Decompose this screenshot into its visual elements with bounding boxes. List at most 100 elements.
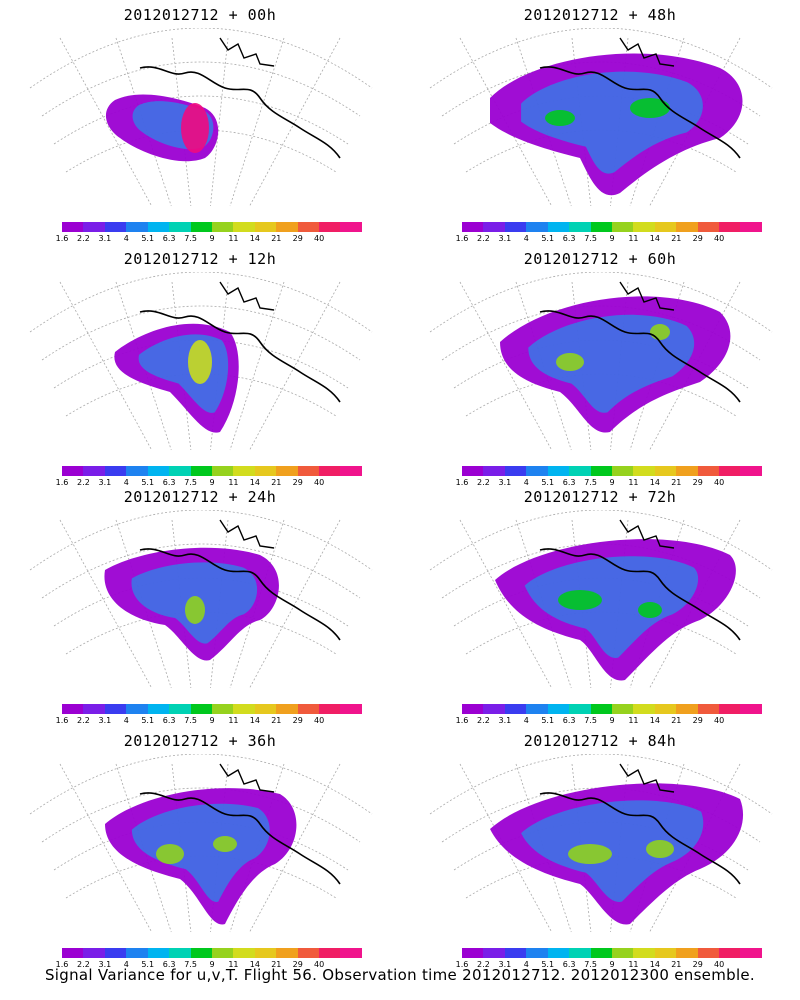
colorbar-segment [462,948,484,958]
colorbar [62,466,362,476]
graticule-arc [41,305,361,361]
panel-84h: 2012012712 + 84h 1.6 2.2 3.1 4 5.1 6.3 7.5 9 11 1… [400,726,800,970]
colorbar-tick-label: 6.3 [562,234,576,243]
graticule-arc [429,272,773,333]
colorbar-tick-label: 9 [209,716,215,725]
colorbar-segment [169,948,191,958]
colorbar-ticks: 1.6 2.2 3.1 4 5.1 6.3 7.5 9 11 14 21 29 40 [456,478,767,488]
colorbar-tick-label: 7.5 [184,234,197,243]
colorbar-tick-label: 1.6 [55,960,69,969]
variance-maximum [646,840,674,858]
colorbar-tick-label: 11 [228,478,239,487]
map-plot [429,28,773,207]
colorbar-tick-label: 3.1 [98,234,112,243]
coastline [139,310,341,403]
colorbar-segment [233,704,255,714]
colorbar-tick-label: 40 [714,716,725,725]
colorbar-tick-label: 21 [671,716,682,725]
colorbar-segment [233,948,255,958]
colorbar-tick-label: 7.5 [584,478,597,487]
variance-maximum [650,324,670,340]
variance-field-inner [524,556,699,658]
colorbar-segment [504,948,527,958]
colorbar-segment [254,948,277,958]
colorbar-tick-label: 1.6 [55,478,69,487]
colorbar-tick-label: 6.3 [562,960,576,969]
arctic-islands [619,37,675,67]
colorbar-tick-label: 3.1 [98,960,112,969]
colorbar-tick-label: 40 [714,960,725,969]
colorbar-segment [654,704,677,714]
colorbar-segment [340,222,362,232]
arctic-islands [219,37,275,67]
arctic-islands [219,281,275,311]
variance-maximum [185,596,205,624]
colorbar-segment [211,222,234,232]
graticule-meridian [249,281,341,451]
colorbar-segment [62,948,84,958]
colorbar-tick-label: 4 [123,478,129,487]
colorbar-tick-label: 2.2 [77,716,90,725]
colorbar-segment [719,222,741,232]
colorbar-segment [569,704,591,714]
colorbar-segment [276,704,298,714]
coastline [139,548,341,641]
graticule-arc [429,754,773,815]
colorbar-segment [633,948,655,958]
colorbar-segment [462,466,484,476]
colorbar-segment [547,222,570,232]
arctic-islands [619,281,675,311]
colorbar-segment [147,704,170,714]
colorbar-segment [462,704,484,714]
coastline [539,310,741,403]
colorbar-tick-label: 40 [714,478,725,487]
colorbar-segment [676,466,698,476]
colorbar-tick-label: 9 [209,478,215,487]
arctic-islands [219,519,275,549]
graticule-arc [41,61,361,117]
variance-field-inner [521,800,704,902]
colorbar-tick-label: 3.1 [498,960,512,969]
colorbar-segment [190,704,212,714]
colorbar-tick-label: 5.1 [141,478,155,487]
colorbar-segment [104,466,127,476]
colorbar-segment [104,222,127,232]
variance-field-inner [528,314,695,413]
colorbar-tick-label: 7.5 [584,716,597,725]
colorbar-tick-label: 2.2 [477,716,490,725]
graticule-meridian [229,281,285,451]
colorbar-segment [676,948,698,958]
colorbar-segment [104,948,127,958]
colorbar [62,704,362,714]
colorbar-segment [633,466,655,476]
colorbar-tick-label: 29 [292,716,303,725]
colorbar-tick-label: 11 [228,716,239,725]
variance-maximum [556,353,584,371]
colorbar-ticks: 1.6 2.2 3.1 4 5.1 6.3 7.5 9 11 14 21 29 40 [456,234,767,244]
colorbar-segment [740,704,762,714]
colorbar-segment [169,222,191,232]
colorbar-tick-label: 5.1 [141,234,155,243]
colorbar-segment [590,466,612,476]
colorbar-segment [633,222,655,232]
panel-24h: 2012012712 + 24h 1.6 2.2 3.1 4 5.1 6.3 7.5 9 11 1… [0,482,400,726]
panel-60h: 2012012712 + 60h 1.6 2.2 3.1 4 5.1 6.3 7.5 9 11 1… [400,244,800,488]
colorbar-tick-label: 4 [523,234,529,243]
colorbar-tick-label: 3.1 [498,478,512,487]
colorbar-segment [297,948,320,958]
colorbar-tick-label: 40 [314,478,325,487]
colorbar-tick-label: 29 [292,234,303,243]
colorbar-tick-label: 9 [609,234,615,243]
colorbar-segment [83,948,105,958]
colorbar-segment [547,704,570,714]
colorbar-segment [590,704,612,714]
colorbar-segment [297,704,320,714]
colorbar-tick-label: 11 [628,960,639,969]
colorbar-segment [340,948,362,958]
graticule-arc [441,787,761,843]
colorbar-segment [676,222,698,232]
colorbar-tick-label: 9 [209,234,215,243]
colorbar-tick-label: 2.2 [77,960,90,969]
colorbar-segment [590,948,612,958]
map-plot [29,272,373,451]
